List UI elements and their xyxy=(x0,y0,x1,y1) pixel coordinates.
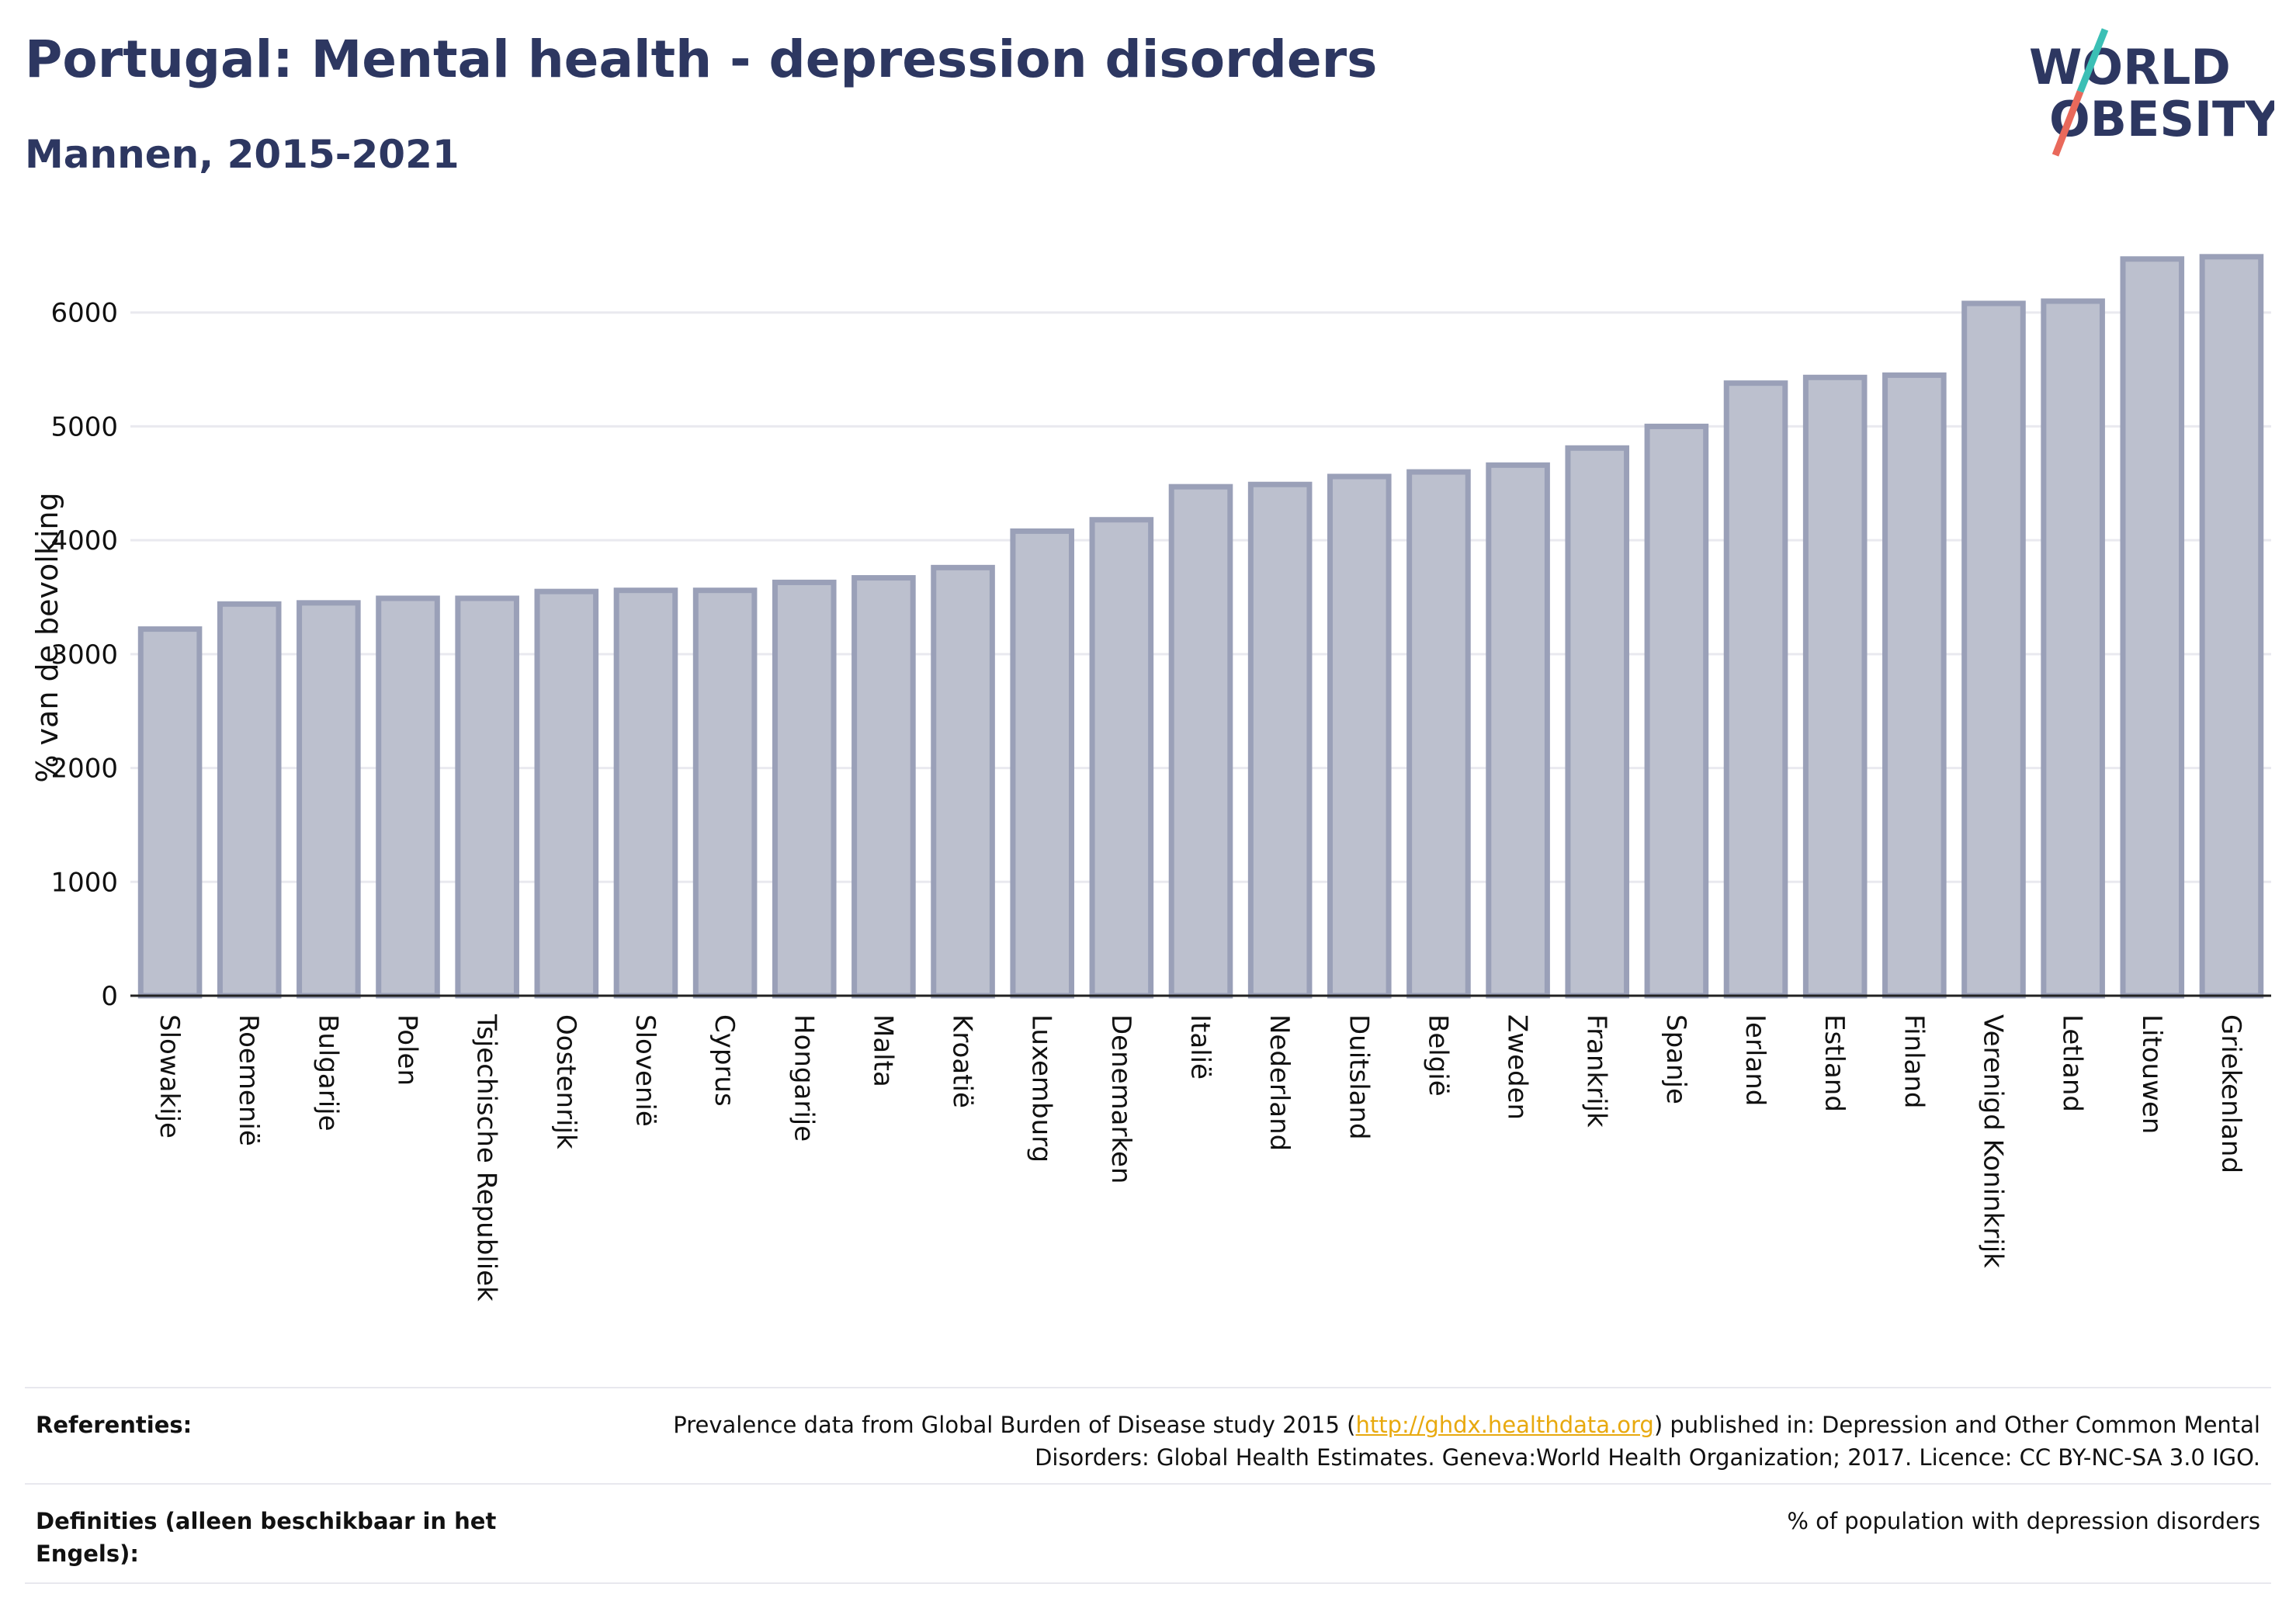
bar[interactable] xyxy=(2120,256,2185,999)
y-axis-label: % van de bevolking xyxy=(30,492,64,782)
x-tick-label: Italië xyxy=(1184,1014,1216,1080)
y-tick-label: 1000 xyxy=(50,867,118,898)
bar[interactable] xyxy=(534,588,599,999)
x-tick-label: Denemarken xyxy=(1105,1014,1136,1184)
x-tick-label: Letland xyxy=(2057,1014,2088,1112)
x-tick-label: Bulgarije xyxy=(312,1014,343,1132)
bar[interactable] xyxy=(1882,372,1947,999)
x-tick-label: Slovenië xyxy=(629,1014,661,1127)
bar[interactable] xyxy=(2041,298,2105,999)
x-tick-label: Oostenrijk xyxy=(550,1014,581,1149)
bar-chart: 0 1000 2000 3000 4000 5000 6000 Slowakije Roeme… xyxy=(30,254,2271,1301)
bar[interactable] xyxy=(1406,469,1471,999)
bar[interactable] xyxy=(772,579,837,999)
references-row: Referenties: Prevalence data from Global… xyxy=(25,1387,2271,1485)
world-obesity-logo: WORLD OBESITY xyxy=(2029,28,2274,157)
x-tick-label: Estland xyxy=(1819,1014,1850,1112)
x-tick-label: Finland xyxy=(1898,1014,1929,1109)
bar[interactable] xyxy=(1802,374,1868,999)
bar[interactable] xyxy=(1168,483,1233,999)
bar[interactable] xyxy=(1486,462,1550,999)
definitions-text: % of population with depression disorder… xyxy=(1787,1508,2260,1534)
bar[interactable] xyxy=(613,587,678,999)
y-tick-label: 0 xyxy=(101,981,118,1012)
bar[interactable] xyxy=(851,575,916,999)
y-tick-label: 6000 xyxy=(50,298,118,329)
x-tick-label: Duitsland xyxy=(1343,1014,1374,1140)
bar[interactable] xyxy=(1247,481,1313,999)
x-tick-label: Frankrijk xyxy=(1581,1014,1612,1128)
y-tick-label: 2000 xyxy=(50,754,118,785)
x-tick-label: Slowakije xyxy=(154,1014,185,1139)
x-tick-label: Verenigd Koninkrijk xyxy=(1977,1014,2008,1268)
bar[interactable] xyxy=(217,601,282,999)
references-text-before: Prevalence data from Global Burden of Di… xyxy=(673,1412,1356,1438)
logo-slash-bottom xyxy=(2051,90,2084,157)
y-tick-label: 5000 xyxy=(50,411,118,442)
definitions-label: Definities (alleen beschikbaar in het En… xyxy=(36,1508,497,1567)
bar[interactable] xyxy=(2199,254,2264,999)
x-tick-label: Ierland xyxy=(1739,1014,1771,1106)
x-tick-label: België xyxy=(1422,1014,1453,1097)
x-tick-label: Polen xyxy=(392,1014,423,1086)
references-text: Prevalence data from Global Burden of Di… xyxy=(630,1409,2260,1474)
logo-line2: OBESITY xyxy=(2049,91,2274,147)
references-link[interactable]: http://ghdx.healthdata.org xyxy=(1355,1412,1654,1438)
y-tick-label: 3000 xyxy=(50,639,118,671)
bar[interactable] xyxy=(692,587,758,999)
bar[interactable] xyxy=(1089,517,1154,999)
page-title: Portugal: Mental health - depression dis… xyxy=(25,29,1378,89)
bar[interactable] xyxy=(931,564,995,999)
x-tick-label: Nederland xyxy=(1264,1014,1295,1151)
x-tick-label: Luxemburg xyxy=(1026,1014,1057,1163)
bar[interactable] xyxy=(455,595,519,999)
x-tick-label: Malta xyxy=(867,1014,898,1087)
bar[interactable] xyxy=(1723,380,1788,999)
x-tick-label: Griekenland xyxy=(2215,1014,2246,1173)
logo-line1: WORLD xyxy=(2029,39,2231,95)
page-subtitle: Mannen, 2015-2021 xyxy=(25,132,460,177)
references-text-after: ) published in: Depression and Other Com… xyxy=(1035,1412,2260,1471)
bar[interactable] xyxy=(1010,528,1074,999)
y-tick-label: 4000 xyxy=(50,525,118,556)
bar[interactable] xyxy=(137,626,203,999)
x-tick-label: Roemenië xyxy=(233,1014,264,1146)
x-tick-label: Hongarije xyxy=(788,1014,819,1142)
x-tick-label: Spanje xyxy=(1660,1014,1691,1104)
x-tick-label: Tsjechische Republiek xyxy=(471,1014,502,1301)
x-tick-label: Cyprus xyxy=(709,1014,740,1107)
bar[interactable] xyxy=(1565,445,1630,999)
x-tick-label: Kroatië xyxy=(947,1014,978,1108)
logo-slash-top xyxy=(2076,28,2109,93)
x-tick-label: Zweden xyxy=(1502,1014,1533,1120)
bars xyxy=(137,254,2264,999)
definitions-row: Definities (alleen beschikbaar in het En… xyxy=(25,1483,2271,1584)
x-axis-ticks: Slowakije Roemenië Bulgarije Polen Tsjechisc… xyxy=(154,1014,2246,1301)
bar[interactable] xyxy=(297,600,361,999)
bar[interactable] xyxy=(1961,300,2026,999)
y-axis-ticks: 0 1000 2000 3000 4000 5000 6000 xyxy=(50,298,118,1012)
bar[interactable] xyxy=(1327,473,1392,999)
references-label: Referenties: xyxy=(36,1412,192,1438)
bar[interactable] xyxy=(1644,423,1709,999)
bar[interactable] xyxy=(376,595,440,999)
x-tick-label: Litouwen xyxy=(2136,1014,2167,1134)
